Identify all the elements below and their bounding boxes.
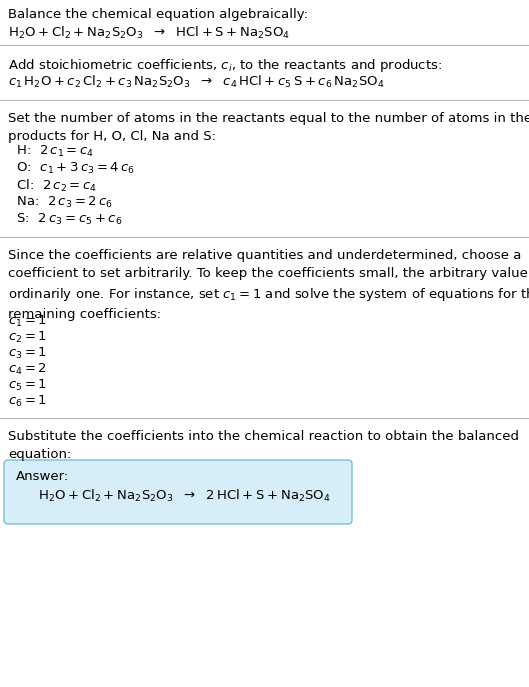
Text: $c_3 = 1$: $c_3 = 1$: [8, 346, 47, 361]
Text: H:  $2\,c_1 = c_4$: H: $2\,c_1 = c_4$: [8, 144, 94, 159]
FancyBboxPatch shape: [4, 460, 352, 524]
Text: S:  $2\,c_3 = c_5 + c_6$: S: $2\,c_3 = c_5 + c_6$: [8, 212, 122, 227]
Text: $c_1 = 1$: $c_1 = 1$: [8, 314, 47, 329]
Text: $\mathregular{H_2O + Cl_2 + Na_2S_2O_3}$  $\rightarrow$  $\mathregular{HCl + S +: $\mathregular{H_2O + Cl_2 + Na_2S_2O_3}$…: [8, 25, 290, 41]
Text: Balance the chemical equation algebraically:: Balance the chemical equation algebraica…: [8, 8, 308, 21]
Text: Cl:  $2\,c_2 = c_4$: Cl: $2\,c_2 = c_4$: [8, 178, 97, 194]
Text: $c_1\,\mathregular{H_2O} + c_2\,\mathregular{Cl_2} + c_3\,\mathregular{Na_2S_2O_: $c_1\,\mathregular{H_2O} + c_2\,\mathreg…: [8, 74, 385, 90]
Text: $c_4 = 2$: $c_4 = 2$: [8, 362, 47, 377]
Text: Substitute the coefficients into the chemical reaction to obtain the balanced
eq: Substitute the coefficients into the che…: [8, 430, 519, 461]
Text: Answer:: Answer:: [16, 470, 69, 483]
Text: $c_5 = 1$: $c_5 = 1$: [8, 378, 47, 393]
Text: $\mathregular{H_2O + Cl_2 + Na_2S_2O_3}$  $\rightarrow$  $\mathregular{2\,HCl + : $\mathregular{H_2O + Cl_2 + Na_2S_2O_3}$…: [38, 488, 331, 504]
Text: Set the number of atoms in the reactants equal to the number of atoms in the
pro: Set the number of atoms in the reactants…: [8, 112, 529, 143]
Text: Since the coefficients are relative quantities and underdetermined, choose a
coe: Since the coefficients are relative quan…: [8, 249, 529, 321]
Text: Na:  $2\,c_3 = 2\,c_6$: Na: $2\,c_3 = 2\,c_6$: [8, 195, 113, 210]
Text: $c_6 = 1$: $c_6 = 1$: [8, 394, 47, 409]
Text: Add stoichiometric coefficients, $c_i$, to the reactants and products:: Add stoichiometric coefficients, $c_i$, …: [8, 57, 442, 74]
Text: $c_2 = 1$: $c_2 = 1$: [8, 330, 47, 345]
Text: O:  $c_1 + 3\,c_3 = 4\,c_6$: O: $c_1 + 3\,c_3 = 4\,c_6$: [8, 161, 135, 176]
